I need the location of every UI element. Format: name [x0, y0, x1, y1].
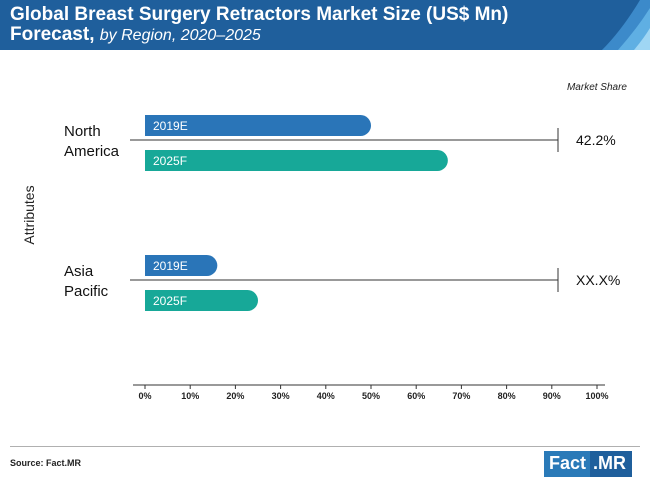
- bar-label: 2019E: [153, 259, 188, 273]
- title-forecast: Forecast,: [10, 24, 95, 45]
- x-tick-label: 60%: [407, 391, 425, 401]
- x-tick-label: 100%: [585, 391, 608, 401]
- x-tick-label: 40%: [317, 391, 335, 401]
- logo-part2: .MR: [590, 451, 633, 477]
- group-label: North: [64, 123, 101, 140]
- chart-title: Global Breast Surgery Retractors Market …: [10, 4, 509, 25]
- market-share-header: Market Share: [567, 82, 627, 93]
- bar-2019e: [145, 115, 372, 136]
- footer-divider: [10, 446, 640, 447]
- chart-title-line2: Forecast, by Region, 2020–2025: [10, 24, 261, 46]
- x-tick-label: 0%: [138, 391, 151, 401]
- market-share-value: 42.2%: [576, 132, 616, 148]
- bar-label: 2019E: [153, 119, 188, 133]
- x-tick-label: 20%: [226, 391, 244, 401]
- bar-2025f: [145, 290, 258, 311]
- bar-2025f: [145, 150, 448, 171]
- market-share-value: XX.X%: [576, 272, 620, 288]
- x-tick-label: 70%: [452, 391, 470, 401]
- logo-part1: Fact: [544, 451, 591, 477]
- x-tick-label: 30%: [272, 391, 290, 401]
- x-tick-label: 10%: [181, 391, 199, 401]
- group-label: America: [64, 143, 120, 160]
- bar-2019e: [145, 255, 218, 276]
- bar-label: 2025F: [153, 154, 187, 168]
- group-label: Asia: [64, 263, 94, 280]
- factmr-logo: Fact .MR: [544, 451, 633, 477]
- header-banner: Global Breast Surgery Retractors Market …: [0, 0, 650, 50]
- chart-subtitle: by Region, 2020–2025: [99, 27, 261, 44]
- header-decoration-icon: [602, 0, 650, 50]
- source-note: Source: Fact.MR: [10, 458, 82, 468]
- chart-area: Market Share Attributes North America 42.2% 2…: [21, 82, 627, 401]
- bar-label: 2025F: [153, 294, 187, 308]
- x-tick-label: 90%: [543, 391, 561, 401]
- group-label: Pacific: [64, 283, 109, 300]
- y-axis-title: Attributes: [21, 185, 37, 244]
- x-tick-label: 50%: [362, 391, 380, 401]
- x-tick-label: 80%: [498, 391, 516, 401]
